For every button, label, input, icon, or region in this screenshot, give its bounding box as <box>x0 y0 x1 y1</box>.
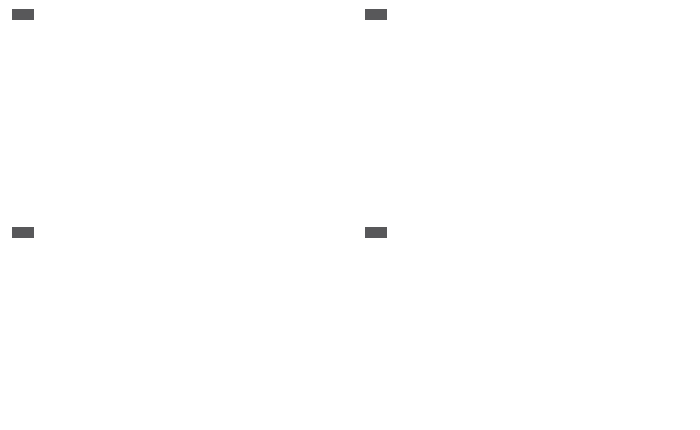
panel-date-label <box>364 226 387 238</box>
panel-date-label <box>12 9 34 20</box>
panel-date-label <box>12 226 34 238</box>
panel-date-label <box>364 9 387 20</box>
map-panel-week4 <box>352 217 700 430</box>
map-panel-week2 <box>352 0 700 213</box>
map-canvas-week3 <box>0 218 348 430</box>
map-panel-week3 <box>0 217 348 430</box>
map-canvas-week1 <box>0 0 348 213</box>
colorbar-legend <box>228 417 699 430</box>
map-panel-week1 <box>0 0 348 213</box>
map-canvas-week4 <box>353 218 700 430</box>
map-canvas-week2 <box>353 0 700 213</box>
